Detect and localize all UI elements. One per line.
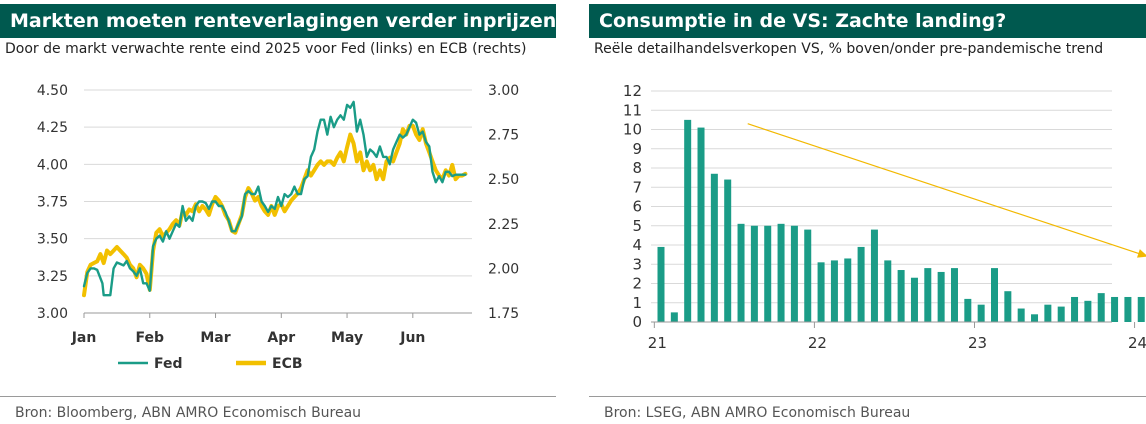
x-tick-label: Feb	[136, 330, 165, 346]
right-chart-panel: Consumptie in de VS: Zachte landing? Reë…	[589, 0, 1146, 424]
series-line-ecb	[82, 123, 468, 298]
right-chart-subtitle: Reële detailhandelsverkopen VS, % boven/…	[594, 41, 1104, 57]
x-tick-label: Jun	[399, 330, 425, 346]
y-tick-label: 11	[623, 101, 642, 119]
bar	[764, 225, 772, 322]
y-tick-label: 9	[632, 140, 642, 158]
trend-arrow-head	[1137, 249, 1146, 258]
y-right-tick-label: 2.50	[488, 172, 519, 188]
y-left-tick-label: 4.00	[37, 157, 68, 173]
y-left-tick-label: 3.00	[37, 306, 68, 322]
bar	[1137, 296, 1145, 322]
y-tick-label: 0	[632, 313, 642, 331]
bar	[1071, 296, 1079, 322]
legend-label-ecb: ECB	[272, 356, 303, 372]
left-source-note: Bron: Bloomberg, ABN AMRO Economisch Bur…	[15, 405, 362, 421]
x-tick-label: 21	[648, 334, 667, 352]
x-tick-label: 23	[968, 334, 987, 352]
bar	[684, 119, 692, 322]
bar	[1097, 293, 1105, 322]
bar	[1111, 296, 1119, 322]
right-chart-title: Consumptie in de VS: Zachte landing?	[589, 4, 1146, 38]
y-tick-label: 12	[623, 82, 642, 100]
y-tick-label: 8	[632, 159, 642, 177]
bar	[977, 304, 985, 322]
bar	[924, 268, 932, 322]
bar	[964, 298, 972, 322]
bar	[1124, 296, 1132, 322]
y-tick-label: 10	[623, 121, 642, 139]
rates-line-chart: 3.00 3.25 3.50 3.75 4.00 4.25 4.50 1.75 2.00 2.25…	[37, 83, 519, 372]
bar	[817, 262, 825, 322]
y-right-tick-label: 2.00	[488, 261, 519, 277]
x-tick-label: Mar	[200, 330, 230, 346]
y-right-tick-label: 2.75	[488, 128, 519, 144]
y-tick-label: 2	[632, 275, 642, 293]
left-chart-panel: Markten moeten renteverlagingen verder i…	[0, 0, 556, 424]
legend-label-fed: Fed	[154, 356, 183, 372]
y-tick-label: 5	[632, 217, 642, 235]
right-source-divider	[589, 396, 1146, 397]
x-tick-label: 22	[808, 334, 827, 352]
bar	[950, 268, 958, 322]
bar	[991, 268, 998, 322]
y-left-tick-label: 4.50	[37, 83, 68, 99]
y-left-tick-label: 3.50	[37, 232, 68, 248]
bar	[670, 312, 678, 322]
bar	[1031, 314, 1039, 322]
bar	[910, 277, 918, 322]
trend-arrow-line	[747, 123, 1146, 257]
bar	[1004, 291, 1012, 322]
y-tick-label: 3	[632, 255, 642, 273]
y-tick-label: 1	[632, 294, 642, 312]
bar	[857, 246, 865, 322]
x-tick-label: Apr	[267, 330, 295, 346]
bar	[804, 229, 812, 322]
x-tick-label: 24	[1128, 334, 1146, 352]
bar	[884, 260, 892, 322]
right-source-note: Bron: LSEG, ABN AMRO Economisch Bureau	[604, 405, 911, 421]
y-right-tick-label: 1.75	[488, 306, 519, 322]
bar	[790, 225, 798, 322]
x-tick-label: May	[331, 330, 363, 346]
bar	[897, 270, 905, 322]
bar	[737, 223, 745, 322]
y-left-tick-label: 3.75	[37, 195, 68, 211]
bar	[830, 260, 838, 322]
bar	[1084, 300, 1092, 322]
y-right-tick-label: 3.00	[488, 83, 519, 99]
bar	[870, 229, 878, 322]
bar	[750, 225, 758, 322]
bar	[777, 223, 785, 322]
y-left-tick-label: 3.25	[37, 269, 68, 285]
bar	[937, 271, 945, 322]
bar	[697, 127, 705, 322]
bar	[657, 246, 665, 322]
series-line-fed	[82, 100, 467, 297]
y-left-tick-label: 4.25	[37, 120, 68, 136]
left-chart-subtitle: Door de markt verwachte rente eind 2025 …	[5, 41, 527, 57]
bar	[844, 258, 852, 322]
bar	[724, 179, 732, 322]
y-tick-label: 7	[632, 178, 642, 196]
bar	[1057, 306, 1065, 322]
bar	[710, 173, 718, 322]
y-right-tick-label: 2.25	[488, 217, 519, 233]
y-tick-label: 6	[632, 198, 642, 216]
bar	[1017, 308, 1025, 322]
x-tick-label: Jan	[71, 330, 97, 346]
left-chart-title: Markten moeten renteverlagingen verder i…	[0, 4, 556, 38]
y-tick-label: 4	[632, 236, 642, 254]
bar	[1044, 304, 1052, 322]
left-source-divider	[0, 396, 556, 397]
